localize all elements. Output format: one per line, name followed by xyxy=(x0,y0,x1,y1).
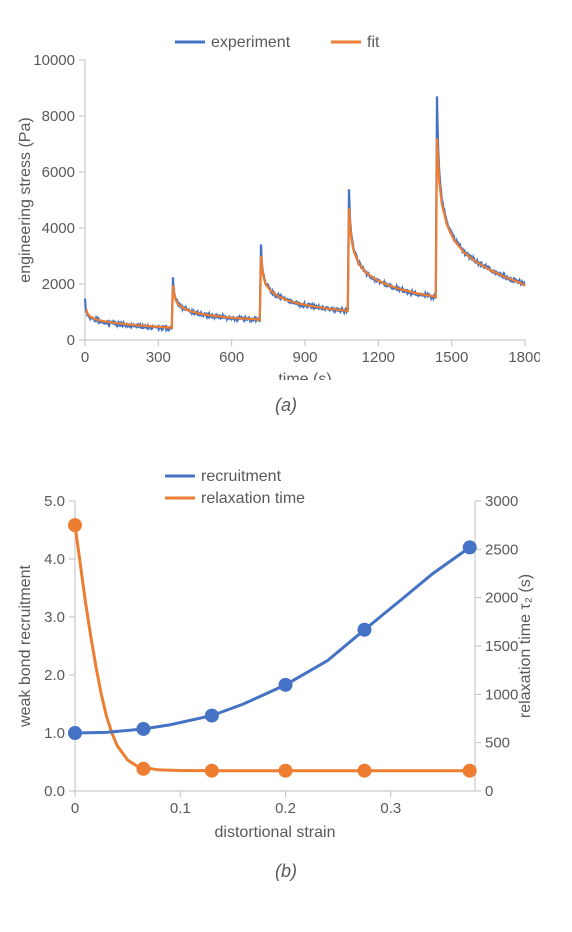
series-recruitment xyxy=(75,547,470,733)
caption-a: (a) xyxy=(10,395,562,416)
svg-text:engineering stress (Pa): engineering stress (Pa) xyxy=(17,117,34,282)
series-fit xyxy=(86,138,525,327)
recruitment-marker xyxy=(279,678,293,692)
svg-text:0.3: 0.3 xyxy=(380,800,401,817)
recruitment-marker xyxy=(205,709,219,723)
recruitment-marker xyxy=(68,726,82,740)
svg-text:2000: 2000 xyxy=(42,276,75,293)
recruitment-marker xyxy=(357,623,371,637)
svg-text:0.0: 0.0 xyxy=(44,783,65,800)
svg-text:4000: 4000 xyxy=(42,220,75,237)
svg-text:3000: 3000 xyxy=(485,493,518,510)
svg-text:10000: 10000 xyxy=(33,52,75,69)
svg-text:0: 0 xyxy=(81,349,89,366)
svg-text:600: 600 xyxy=(219,349,244,366)
svg-text:experiment: experiment xyxy=(211,34,291,51)
svg-text:4.0: 4.0 xyxy=(44,551,65,568)
svg-text:0.2: 0.2 xyxy=(275,800,296,817)
svg-text:1.0: 1.0 xyxy=(44,725,65,742)
relaxation-marker xyxy=(136,762,150,776)
svg-text:900: 900 xyxy=(292,349,317,366)
svg-text:6000: 6000 xyxy=(42,164,75,181)
svg-text:time (s): time (s) xyxy=(278,371,331,380)
svg-text:0: 0 xyxy=(71,800,79,817)
svg-text:5.0: 5.0 xyxy=(44,493,65,510)
svg-text:1500: 1500 xyxy=(485,638,518,655)
svg-text:3.0: 3.0 xyxy=(44,609,65,626)
svg-text:500: 500 xyxy=(485,735,510,752)
chart-a: 0 300 600 900 1200 1500 1800 0 2000 4000 6000 8000 1… xyxy=(10,20,540,380)
caption-b: (b) xyxy=(10,861,562,882)
svg-text:0: 0 xyxy=(67,332,75,349)
chart-b: 0 0.1 0.2 0.3 0.0 1.0 2.0 3.0 4.0 5.0 0 500 1000 1500… xyxy=(10,446,540,846)
svg-text:2.0: 2.0 xyxy=(44,667,65,684)
relaxation-marker xyxy=(68,518,82,532)
relaxation-marker xyxy=(463,764,477,778)
svg-text:distortional strain: distortional strain xyxy=(215,824,336,841)
svg-text:2000: 2000 xyxy=(485,590,518,607)
svg-text:1000: 1000 xyxy=(485,686,518,703)
svg-text:1500: 1500 xyxy=(435,349,468,366)
svg-text:relaxation time τ₂ (s): relaxation time τ₂ (s) xyxy=(517,574,534,718)
svg-text:recruitment: recruitment xyxy=(201,468,282,485)
svg-text:1800: 1800 xyxy=(508,349,540,366)
recruitment-marker xyxy=(136,722,150,736)
relaxation-marker xyxy=(279,764,293,778)
chart-b-container: 0 0.1 0.2 0.3 0.0 1.0 2.0 3.0 4.0 5.0 0 500 1000 1500… xyxy=(10,446,562,851)
svg-text:300: 300 xyxy=(146,349,171,366)
svg-text:0.1: 0.1 xyxy=(170,800,191,817)
series-relaxation xyxy=(75,525,470,771)
svg-text:2500: 2500 xyxy=(485,541,518,558)
relaxation-marker xyxy=(357,764,371,778)
svg-text:relaxation time: relaxation time xyxy=(201,490,305,507)
chart-a-container: 0 300 600 900 1200 1500 1800 0 2000 4000 6000 8000 1… xyxy=(10,20,562,385)
svg-text:8000: 8000 xyxy=(42,108,75,125)
svg-text:fit: fit xyxy=(367,34,380,51)
recruitment-marker xyxy=(463,540,477,554)
relaxation-marker xyxy=(205,764,219,778)
svg-text:1200: 1200 xyxy=(362,349,395,366)
svg-text:0: 0 xyxy=(485,783,493,800)
svg-text:weak bond recruitment: weak bond recruitment xyxy=(17,565,34,728)
series-experiment xyxy=(85,96,525,329)
